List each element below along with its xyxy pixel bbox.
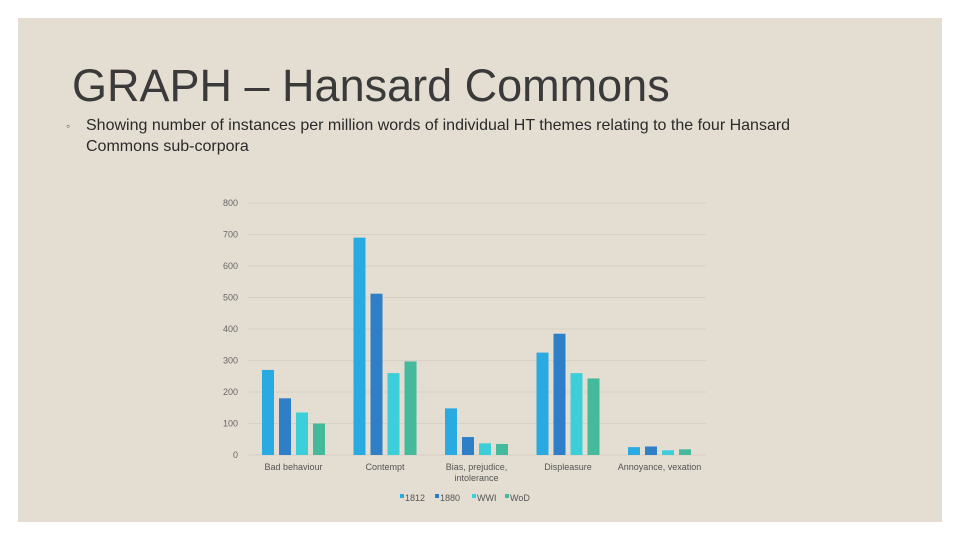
legend-label: WWI [477,493,497,503]
slide-background [18,18,942,522]
bar-wod [587,378,600,455]
y-tick-label: 200 [223,387,238,397]
legend-swatch [400,494,404,498]
y-axis-ticks: 0 100 200 300 400 500 600 700 800 [223,198,238,460]
bar-wod [496,443,508,455]
chart-legend: 1812 1880 WWI WoD [400,493,530,503]
legend-label: 1812 [405,493,425,503]
y-tick-label: 600 [223,261,238,271]
y-tick-label: 0 [233,450,238,460]
bar-1812 [628,447,640,455]
y-tick-label: 500 [223,293,238,303]
bar-wwi [296,412,308,455]
bar-1880 [553,333,566,455]
y-tick-label: 400 [223,324,238,334]
y-tick-label: 700 [223,230,238,240]
slide-title: GRAPH – Hansard Commons [72,60,670,111]
legend-swatch [435,494,439,498]
bar-1880 [279,398,291,455]
bar-1880 [462,437,474,455]
bar-wod [404,361,417,455]
y-tick-label: 800 [223,198,238,208]
bar-wwi [570,373,583,455]
legend-swatch [505,494,509,498]
category-label: Contempt [365,462,405,472]
bar-wod [313,423,325,455]
x-axis-categories: Bad behaviour Contempt Bias, prejudice, int… [264,462,701,483]
slide-subtitle: Showing number of instances per million … [86,117,791,155]
bar-1812 [536,352,549,455]
y-tick-label: 300 [223,356,238,366]
bar-1880 [645,446,657,455]
bar-1812 [445,408,457,455]
chart-gridlines [248,202,706,456]
legend-swatch [472,494,476,498]
category-label: Displeasure [544,462,592,472]
bar-wwi [387,373,400,455]
bar-1812 [353,237,366,455]
bar-wod [679,449,691,455]
legend-label: 1880 [440,493,460,503]
bar-wwi [479,443,491,455]
bar-wwi [662,450,674,455]
bullet-icon: ◦ [66,119,71,133]
bar-1812 [262,369,274,455]
y-tick-label: 100 [223,419,238,429]
legend-label: WoD [510,493,530,503]
category-label: Annoyance, vexation [618,462,702,472]
category-label: Bad behaviour [264,462,322,472]
bar-1880 [370,293,383,455]
category-label: Bias, prejudice, intolerance [446,462,508,483]
chart-bars [262,237,691,455]
